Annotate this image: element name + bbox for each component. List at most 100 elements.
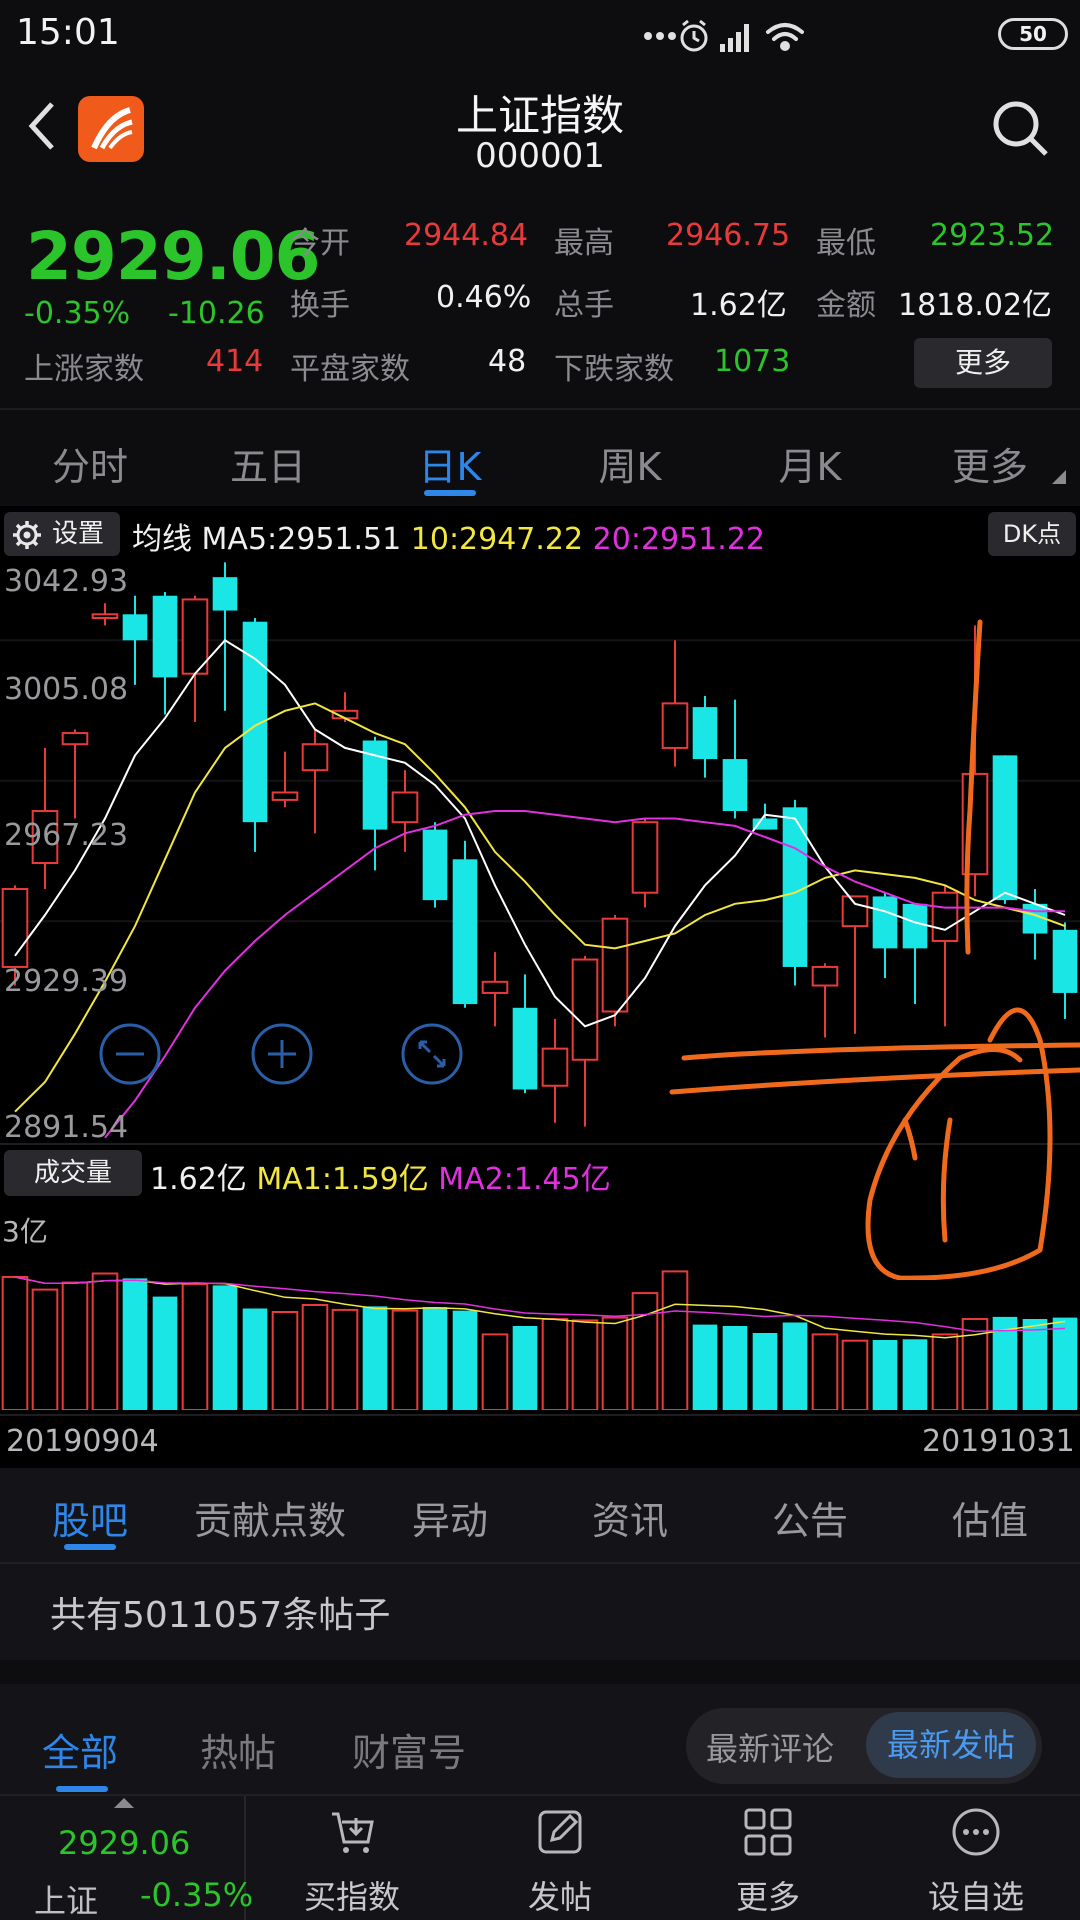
candle [782, 799, 808, 986]
active-tab-indicator [64, 1544, 116, 1550]
filter-wealth[interactable]: 财富号 [352, 1731, 467, 1775]
start-date: 20190904 [6, 1424, 159, 1459]
ma10-line [14, 702, 1066, 1113]
volume-bar [301, 1304, 329, 1410]
candle [512, 974, 538, 1094]
vol-ma2-line [14, 1276, 1066, 1333]
candle [902, 903, 928, 1005]
volume-bar [152, 1296, 178, 1410]
ma-prefix: 均线 [132, 522, 192, 557]
candle [841, 895, 869, 1034]
candle [872, 892, 898, 979]
kline-chart [0, 562, 1080, 1139]
volume-bar [452, 1310, 478, 1410]
sort-latest-post[interactable]: 最新发帖 [866, 1712, 1036, 1778]
tab-valuation[interactable]: 估值 [951, 1499, 1028, 1543]
nav-add-watchlist[interactable]: 设自选 [876, 1806, 1076, 1916]
more-circle-icon [952, 1808, 1000, 1856]
volume-bar [181, 1283, 209, 1410]
status-time: 15:01 [16, 12, 120, 53]
zoom-in-icon[interactable] [250, 1022, 314, 1086]
mini-index-pct: -0.35% [140, 1876, 254, 1914]
caret-up-icon [114, 1798, 134, 1808]
ma20-line [104, 810, 1065, 1139]
more-quote-button[interactable]: 更多 [914, 338, 1052, 388]
fullscreen-icon[interactable] [400, 1022, 464, 1086]
tab-more-periods[interactable]: 更多 [951, 445, 1028, 489]
nav-more[interactable]: 更多 [668, 1806, 868, 1916]
candle [452, 840, 478, 1008]
open-label: 今开 [290, 226, 350, 261]
volume-bar [601, 1316, 629, 1410]
chart-settings-button[interactable]: 设置 [4, 512, 120, 556]
index-quote-mini[interactable] [0, 1796, 246, 1920]
tab-news[interactable]: 资讯 [591, 1499, 668, 1543]
post-count-panel [0, 1564, 1080, 1660]
ma5-line [14, 639, 1066, 1028]
change-pct: -0.35% [24, 296, 131, 331]
candle [122, 595, 148, 685]
down-count-label: 下跌家数 [554, 352, 674, 387]
candle [481, 952, 509, 1027]
volume-bar [512, 1326, 538, 1410]
tab-weekly-k[interactable]: 周K [598, 445, 662, 489]
y-axis-label: 2891.54 [4, 1110, 129, 1145]
nav-buy-index[interactable]: 买指数 [252, 1806, 452, 1916]
sort-latest-comment[interactable]: 最新评论 [706, 1730, 835, 1768]
kline-chart-area[interactable] [0, 506, 1080, 1468]
divider [0, 1562, 1080, 1564]
volume-bar [122, 1278, 148, 1410]
candle [422, 822, 448, 908]
annotation-scribble [669, 619, 1080, 1280]
nav-label: 发帖 [527, 1878, 592, 1916]
tab-guba[interactable]: 股吧 [51, 1499, 128, 1543]
volume-bar [722, 1326, 748, 1410]
nav-post[interactable]: 发帖 [460, 1806, 660, 1916]
volume-bar [91, 1272, 119, 1410]
candle [61, 729, 89, 819]
y-axis-label: 3005.08 [4, 672, 129, 707]
mini-index-price: 2929.06 [58, 1824, 191, 1862]
candle [811, 963, 839, 1038]
nav-label: 更多 [735, 1878, 800, 1916]
filter-all[interactable]: 全部 [42, 1731, 119, 1775]
volume-chart [1, 1270, 1078, 1410]
volume-bar [931, 1333, 959, 1410]
tab-intraday[interactable]: 分时 [51, 445, 128, 489]
zoom-out-icon[interactable] [98, 1022, 162, 1086]
volume-axis-label: 3亿 [2, 1215, 48, 1248]
volume-bar [1052, 1317, 1078, 1410]
back-arrow-icon[interactable] [22, 96, 62, 156]
candle [181, 595, 209, 722]
dk-point-button[interactable]: DK点 [988, 512, 1076, 556]
candle [1052, 922, 1078, 1019]
tab-five-day[interactable]: 五日 [229, 445, 306, 489]
status-icons [644, 19, 804, 52]
mini-index-name: 上证 [34, 1882, 99, 1920]
battery-icon: 50 [998, 18, 1068, 50]
volume-bar [631, 1292, 659, 1410]
vol-ma1: MA1:1.59亿 [256, 1162, 429, 1197]
tab-monthly-k[interactable]: 月K [778, 445, 842, 489]
filter-hot[interactable]: 热帖 [200, 1731, 277, 1775]
low-label: 最低 [816, 226, 876, 261]
y-axis-label: 2929.39 [4, 964, 129, 999]
tab-announcement[interactable]: 公告 [771, 1499, 848, 1543]
tab-daily-k[interactable]: 日K [418, 445, 482, 489]
grid-icon [744, 1808, 792, 1856]
candle [661, 640, 689, 767]
cart-icon [332, 1812, 374, 1853]
y-axis-label: 2967.23 [4, 818, 129, 853]
gear-icon [13, 521, 41, 549]
amount-label: 金额 [816, 288, 876, 323]
tab-contribution[interactable]: 贡献点数 [193, 1499, 346, 1543]
volume-bar [271, 1311, 299, 1410]
chart-divider [0, 1414, 1080, 1416]
volume-button[interactable]: 成交量 [4, 1150, 142, 1196]
tab-movement[interactable]: 异动 [411, 1499, 488, 1543]
candle [152, 592, 178, 715]
divider [0, 408, 1080, 410]
search-icon[interactable] [988, 96, 1052, 160]
active-tab-indicator [424, 490, 476, 496]
corner-triangle-icon [1052, 470, 1066, 484]
